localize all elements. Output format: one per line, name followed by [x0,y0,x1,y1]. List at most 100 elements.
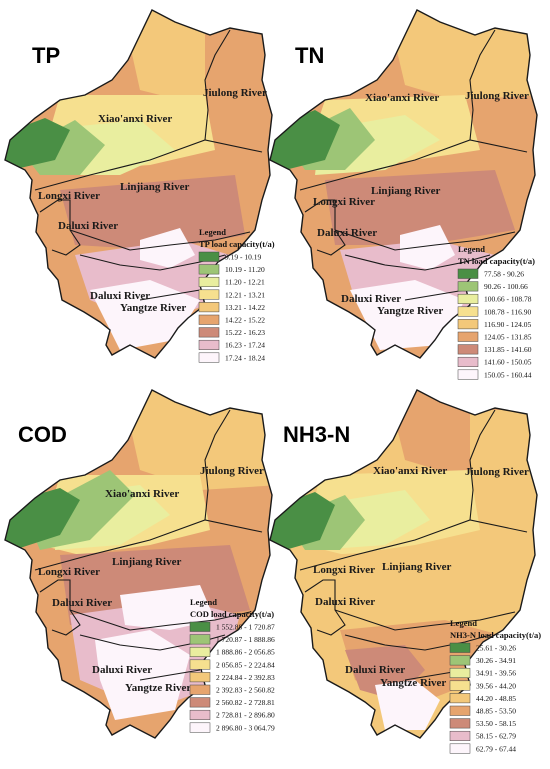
legend-swatch [449,693,471,704]
river-label-longxi: Longxi River [313,196,375,208]
legend-swatch [457,268,479,279]
legend: Legend COD load capacity(t/a) 1 552.88 -… [189,597,275,733]
panel-title: TP [32,43,60,68]
legend-items: 1 552.88 - 1 720.87 1 720.87 - 1 888.86 1 … [189,621,275,733]
legend-range-label: 15.22 - 16.23 [225,328,265,337]
zone-white-south [90,280,200,350]
legend-range-label: 2 728.81 - 2 896.80 [216,711,275,720]
sub-basin-boundaries [269,389,538,739]
panel-title: NH3-N [283,422,350,447]
legend-range-label: 77.58 - 90.26 [484,270,524,279]
legend-range-label: 34.91 - 39.56 [476,669,516,678]
zone-white-south [375,680,440,730]
legend-range-label: 90.26 - 100.66 [484,282,528,291]
sub-basin-boundaries [4,389,273,739]
legend-swatch [189,621,211,632]
legend-range-label: 39.56 - 44.20 [476,681,516,690]
zone-white-core [140,228,195,268]
legend-range-label: 2 896.80 - 3 064.79 [216,723,275,732]
legend-heading: Legend [190,597,217,607]
legend-range-label: 58.15 - 62.79 [476,732,516,741]
river-label-daluxi-lower: Daluxi River [345,664,405,676]
river-label-daluxi-lower: Daluxi River [90,290,150,302]
legend-items: 77.58 - 90.26 90.26 - 100.66 100.66 - 108.… [457,268,532,380]
legend-range-label: 100.66 - 108.78 [484,295,532,304]
river-label-jiulong: Jiulong River [465,90,529,102]
river-label-yangtze: Yangtze River [377,305,443,317]
legend-range-label: 2 392.83 - 2 560.82 [216,686,275,695]
river-label-linjiang: Linjiang River [382,561,451,573]
legend-range-label: 53.50 - 58.15 [476,719,516,728]
river-label-daluxi-lower: Daluxi River [92,664,152,676]
legend-range-label: 1 888.86 - 2 056.85 [216,648,275,657]
legend-swatch [198,314,220,325]
legend-swatch [449,730,471,741]
legend-swatch [198,251,220,262]
river-label-linjiang: Linjiang River [112,556,181,568]
legend-swatch [189,709,211,720]
legend-swatch [189,646,211,657]
zone-white-core [120,585,215,630]
zone-white-south [95,630,190,720]
legend-range-label: 116.90 - 124.05 [484,320,531,329]
legend-swatch [457,319,479,330]
basin-map [5,10,272,358]
panel-tp: TP Xiao'anxi River Jiulong River Linjian… [4,9,275,363]
legend-swatch [457,281,479,292]
river-label-linjiang: Linjiang River [371,185,440,197]
legend-swatch [449,705,471,716]
zone-linjiang-red [60,175,245,250]
river-label-longxi: Longxi River [38,566,100,578]
legend: Legend NH3-N load capacity(t/a) 25.61 - … [449,618,541,754]
river-label-daluxi-upper: Daluxi River [315,596,375,608]
legend-range-label: 25.61 - 30.26 [476,644,516,653]
legend-range-label: 141.60 - 150.05 [484,358,532,367]
river-label-xiaoanxi: Xiao'anxi River [105,488,179,500]
legend-swatch [449,743,471,754]
legend: Legend TP load capacity(t/a) 9.19 - 10.1… [198,227,275,363]
legend-swatch [198,352,220,363]
legend-swatch [198,302,220,313]
legend-swatch [457,331,479,342]
legend-heading: Legend [199,227,226,237]
sub-basin-boundaries [4,9,273,359]
legend-range-label: 10.19 - 11.20 [225,265,265,274]
legend-swatch [189,672,211,683]
zone-linjiang-orange [325,545,515,630]
zone-white-south [350,280,465,350]
legend-range-label: 150.05 - 160.44 [484,370,532,379]
river-label-xiaoanxi: Xiao'anxi River [98,113,172,125]
panel-nh3n: NH3-N Xiao'anxi River Jiulong River Linj… [269,389,541,754]
legend-swatch [189,634,211,645]
legend-title: TN load capacity(t/a) [458,256,535,266]
panel-title: COD [18,422,67,447]
legend-swatch [457,293,479,304]
legend-range-label: 14.22 - 15.22 [225,316,265,325]
river-label-daluxi-lower: Daluxi River [341,293,401,305]
legend-range-label: 62.79 - 67.44 [476,744,516,753]
river-label-longxi: Longxi River [38,190,100,202]
legend-range-label: 30.26 - 34.91 [476,656,516,665]
legend-range-label: 44.20 - 48.85 [476,694,516,703]
river-label-daluxi-upper: Daluxi River [317,227,377,239]
legend-title: COD load capacity(t/a) [190,609,274,619]
legend-swatch [457,344,479,355]
legend-swatch [198,339,220,350]
legend-swatch [189,659,211,670]
panel-cod: COD Xiao'anxi River Jiulong River Linjia… [4,389,275,739]
legend-swatch [449,680,471,691]
legend-range-label: 124.05 - 131.85 [484,333,532,342]
legend-range-label: 1 552.88 - 1 720.87 [216,623,275,632]
panel-title: TN [295,43,324,68]
legend-swatch [189,722,211,733]
zone-linjiang-red [325,170,515,245]
river-label-linjiang: Linjiang River [120,181,189,193]
legend-title: TP load capacity(t/a) [199,239,275,249]
river-label-longxi: Longxi River [313,564,375,576]
legend-range-label: 2 224.84 - 2 392.83 [216,673,275,682]
river-label-jiulong: Jiulong River [200,465,264,477]
legend-range-label: 1 720.87 - 1 888.86 [216,635,275,644]
legend-swatch [449,718,471,729]
river-label-daluxi-upper: Daluxi River [52,597,112,609]
